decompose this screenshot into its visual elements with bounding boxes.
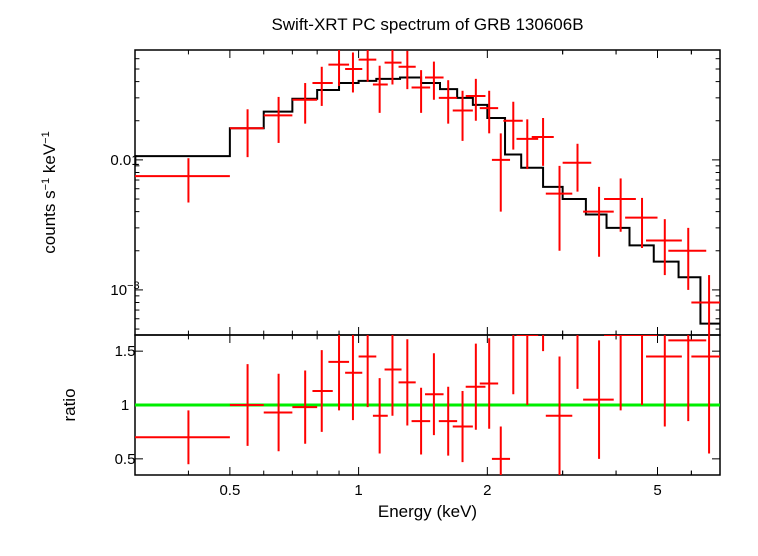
ratio-point bbox=[503, 243, 522, 394]
spectrum-point bbox=[646, 219, 682, 275]
spectrum-point bbox=[425, 62, 444, 100]
spectrum-point bbox=[230, 109, 264, 157]
spectrum-point bbox=[399, 51, 416, 89]
x-axis-label: Energy (keV) bbox=[378, 502, 477, 521]
y-axis-label-bottom: ratio bbox=[60, 388, 79, 421]
ratio-point bbox=[625, 265, 657, 405]
y-tick-label-bottom: 0.5 bbox=[115, 451, 136, 468]
spectrum-point bbox=[583, 187, 614, 257]
spectrum-point bbox=[546, 166, 572, 251]
spectrum-point bbox=[466, 79, 486, 121]
y-axis-label-top: counts s−1 keV−1 bbox=[40, 131, 59, 253]
spectrum-point bbox=[328, 49, 349, 86]
x-tick-label: 5 bbox=[653, 482, 661, 499]
spectrum-point bbox=[264, 97, 293, 143]
ratio-point bbox=[264, 374, 293, 452]
ratio-point bbox=[385, 323, 402, 416]
spectrum-point bbox=[480, 91, 498, 134]
x-tick-label: 2 bbox=[483, 482, 491, 499]
ratio-point bbox=[292, 371, 317, 444]
ratio-point bbox=[466, 344, 486, 430]
ratio-point bbox=[546, 357, 572, 475]
y-tick-label-bottom: 1.5 bbox=[115, 343, 136, 360]
ratio-point bbox=[439, 387, 457, 456]
spectrum-point bbox=[503, 102, 522, 150]
spectrum-point bbox=[516, 119, 538, 169]
spectrum-point bbox=[439, 80, 457, 123]
ratio-point bbox=[135, 410, 230, 464]
spectrum-chart: Swift-XRT PC spectrum of GRB 130606B Ener… bbox=[0, 0, 758, 556]
ratio-point bbox=[399, 339, 416, 425]
spectrum-point bbox=[345, 52, 362, 92]
ratio-point bbox=[412, 388, 431, 455]
top-panel-frame bbox=[135, 50, 720, 335]
spectrum-point bbox=[691, 275, 720, 335]
ratio-point bbox=[583, 340, 614, 458]
ratio-point bbox=[373, 378, 388, 453]
ratio-point bbox=[480, 338, 498, 428]
ratio-point bbox=[425, 353, 444, 435]
spectrum-point bbox=[292, 83, 317, 124]
spectrum-point bbox=[135, 158, 230, 202]
chart-title: Swift-XRT PC spectrum of GRB 130606B bbox=[271, 15, 583, 34]
spectrum-point bbox=[373, 66, 388, 113]
spectrum-point bbox=[532, 118, 554, 166]
ratio-point bbox=[453, 391, 473, 462]
bottom-panel-content bbox=[135, 157, 720, 491]
chart-container: Swift-XRT PC spectrum of GRB 130606B Ener… bbox=[0, 0, 758, 556]
ratio-point bbox=[691, 260, 720, 454]
x-tick-label: 1 bbox=[354, 482, 362, 499]
ratio-point bbox=[516, 265, 538, 405]
x-tick-label: 0.5 bbox=[219, 482, 240, 499]
top-panel-content bbox=[135, 44, 720, 335]
spectrum-point bbox=[604, 178, 636, 231]
ratio-point bbox=[359, 306, 377, 407]
ratio-point bbox=[563, 227, 592, 389]
y-tick-label-top: 0.01 bbox=[110, 152, 139, 169]
spectrum-point bbox=[492, 133, 510, 211]
model-histogram bbox=[135, 78, 720, 324]
ratio-point bbox=[230, 364, 264, 446]
spectrum-point bbox=[563, 144, 592, 192]
ratio-point bbox=[328, 313, 349, 410]
y-tick-label-bottom: 1 bbox=[121, 397, 129, 414]
ratio-point bbox=[492, 427, 510, 492]
